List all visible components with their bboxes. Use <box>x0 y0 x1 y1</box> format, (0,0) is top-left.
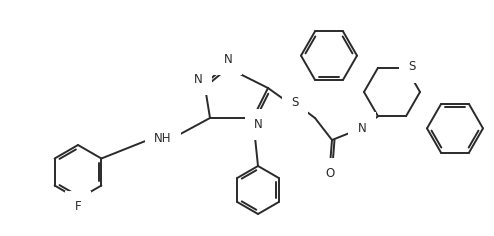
Text: N: N <box>254 118 263 131</box>
Text: F: F <box>75 200 82 213</box>
Text: N: N <box>224 53 232 66</box>
Text: S: S <box>408 60 415 73</box>
Text: S: S <box>291 97 299 110</box>
Text: N: N <box>194 73 203 86</box>
Text: O: O <box>326 167 334 180</box>
Text: N: N <box>358 122 367 135</box>
Text: NH: NH <box>154 131 172 144</box>
